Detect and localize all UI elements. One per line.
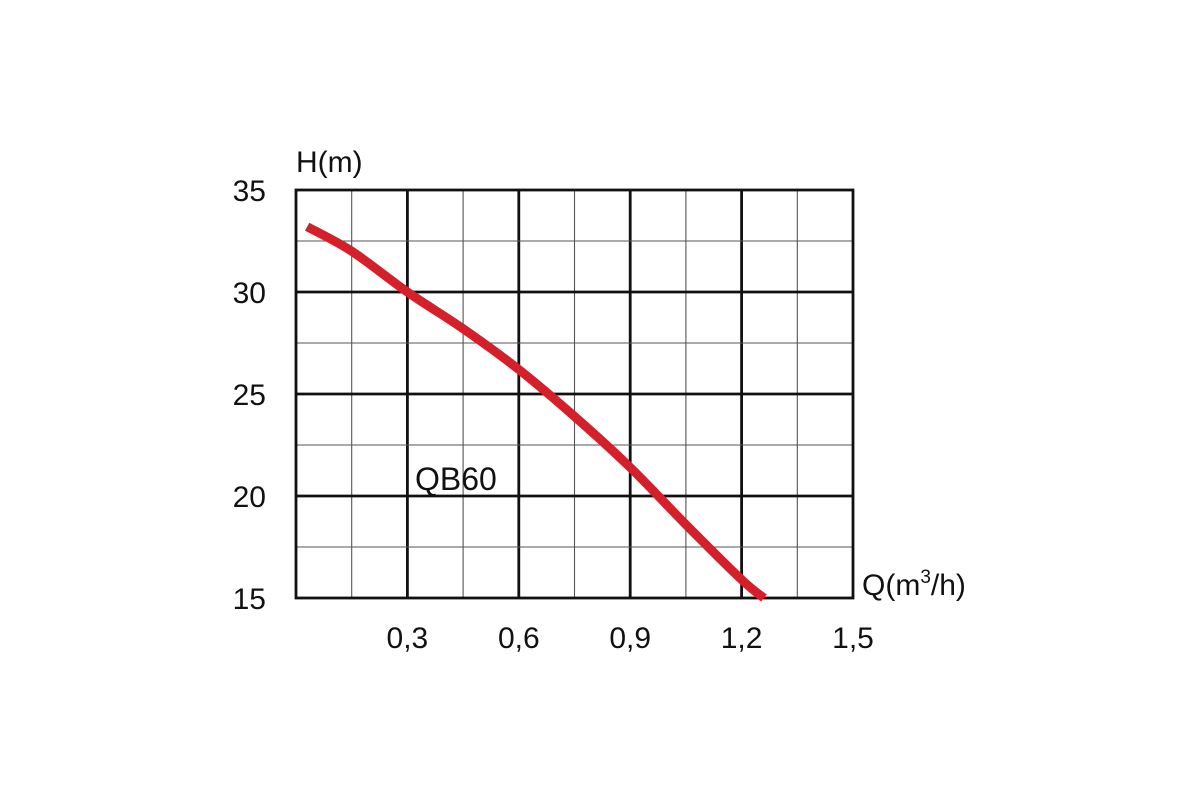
y-tick-label: 15 [233, 583, 266, 616]
y-tick-label: 20 [233, 481, 266, 514]
x-tick-label: 1,5 [832, 622, 874, 655]
series-layer [304, 222, 767, 602]
y-tick-label: 30 [233, 277, 266, 310]
x-tick-labels: 0,3 0,6 0,9 1,2 1,5 [387, 622, 874, 655]
plot-frame [294, 188, 855, 600]
series-label-qb60: QB60 [415, 461, 497, 497]
x-tick-label: 0,6 [498, 622, 540, 655]
y-axis-title: H(m) [296, 146, 363, 179]
x-axis-title: Q(m3/h) [862, 567, 966, 602]
x-axis-title-superscript: 3 [920, 567, 931, 588]
x-tick-label: 0,3 [387, 622, 429, 655]
x-tick-label: 1,2 [721, 622, 763, 655]
x-axis-title-tail: /h) [931, 569, 966, 602]
x-axis-title-main: Q(m [862, 569, 920, 602]
series-line-qb60 [304, 222, 767, 602]
grid [294, 188, 855, 600]
y-tick-labels: 15 20 25 30 35 [233, 175, 266, 616]
y-tick-label: 35 [233, 175, 266, 208]
y-tick-label: 25 [233, 379, 266, 412]
x-tick-label: 0,9 [609, 622, 651, 655]
